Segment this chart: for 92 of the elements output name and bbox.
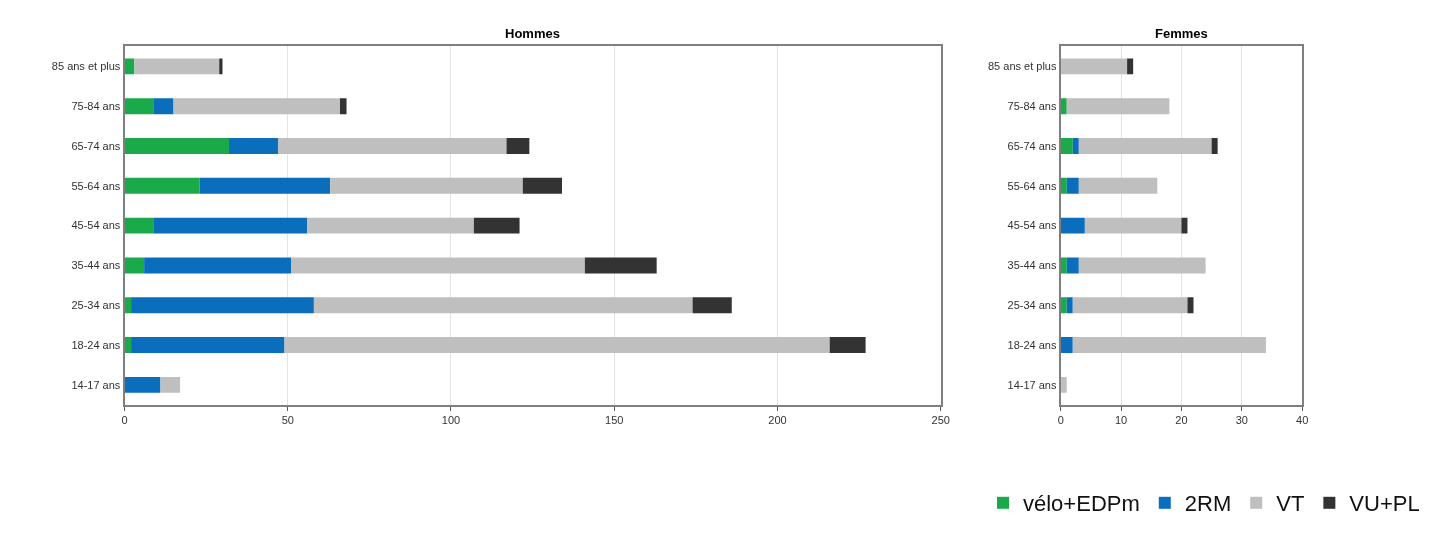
y-tick-label: 85 ans et plus (51, 60, 121, 73)
y-tick-label: 14-17 ans (1007, 378, 1057, 391)
bar (160, 376, 181, 393)
y-tick-label: 55-64 ans (1007, 179, 1057, 192)
bar (1066, 257, 1079, 274)
x-tick-label: 20 (1175, 413, 1188, 426)
chart-title: Hommes (505, 26, 560, 41)
bar (199, 177, 331, 194)
y-tick-label: 18-24 ans (1007, 338, 1057, 351)
bar (1060, 217, 1085, 234)
bar (1060, 376, 1067, 393)
y-tick-label: 65-74 ans (71, 139, 121, 152)
bar (124, 257, 145, 274)
x-tick-label: 0 (121, 413, 128, 426)
bar (124, 337, 132, 353)
x-tick-label: 40 (1296, 413, 1309, 426)
y-tick-label: 85 ans et plus (988, 60, 1057, 73)
x-tick-label: 200 (768, 413, 787, 426)
bar (1060, 138, 1073, 154)
bar (307, 217, 474, 234)
bar (313, 297, 693, 314)
bar (829, 337, 866, 353)
bar (1078, 257, 1206, 274)
bar (1078, 138, 1212, 154)
bar (124, 138, 230, 154)
bar (340, 98, 347, 115)
bar (124, 58, 135, 75)
bar (131, 337, 285, 353)
bar (124, 177, 200, 194)
legend-label: VU+PL (1349, 491, 1420, 517)
bar (131, 297, 314, 314)
y-tick-label: 75-84 ans (1007, 100, 1057, 113)
bar (1072, 337, 1266, 353)
x-tick-label: 150 (605, 413, 624, 426)
y-tick-label: 18-24 ans (71, 338, 121, 351)
bar (124, 217, 154, 234)
bar (584, 257, 657, 274)
bar (229, 138, 278, 154)
bar (1060, 177, 1067, 194)
y-tick-label: 25-34 ans (71, 299, 121, 312)
bar (1066, 297, 1073, 314)
x-tick-label: 50 (281, 413, 294, 426)
bar (1060, 337, 1073, 353)
bar (173, 98, 341, 115)
bar (1060, 58, 1128, 75)
x-tick-label: 100 (441, 413, 461, 426)
y-tick-label: 14-17 ans (71, 378, 121, 391)
bar (330, 177, 523, 194)
bar (134, 58, 220, 75)
y-tick-label: 75-84 ans (71, 100, 121, 113)
bar (1066, 98, 1170, 115)
bar (284, 337, 830, 353)
y-tick-label: 35-44 ans (1007, 259, 1057, 272)
x-tick-label: 250 (931, 413, 950, 426)
chart-title: Femmes (1155, 26, 1208, 41)
bar (1127, 58, 1134, 75)
y-tick-label: 55-64 ans (71, 179, 121, 192)
bar (1066, 177, 1079, 194)
y-tick-label: 35-44 ans (71, 259, 121, 272)
bar (124, 297, 132, 314)
bar (277, 138, 507, 154)
y-tick-label: 25-34 ans (1007, 299, 1057, 312)
legend-label: vélo+EDPm (1023, 491, 1140, 517)
bar (153, 98, 174, 115)
bar (473, 217, 520, 234)
x-tick-label: 0 (1057, 413, 1064, 426)
bar (291, 257, 585, 274)
bar (1072, 138, 1079, 154)
legend-label: VT (1276, 491, 1305, 517)
bar (124, 376, 161, 393)
legend-label: 2RM (1184, 491, 1232, 517)
bar (692, 297, 732, 314)
bar (124, 98, 154, 115)
bar (1211, 138, 1218, 154)
bar (522, 177, 562, 194)
y-tick-label: 65-74 ans (1007, 139, 1057, 152)
bar (1072, 297, 1188, 314)
bar (1181, 217, 1188, 234)
x-tick-label: 10 (1114, 413, 1128, 426)
bar (1060, 98, 1067, 115)
bar (1060, 257, 1067, 274)
y-tick-label: 45-54 ans (71, 219, 121, 232)
bar (144, 257, 292, 274)
bar (1060, 297, 1067, 314)
y-tick-label: 45-54 ans (1007, 219, 1057, 232)
bar (1187, 297, 1194, 314)
x-tick-label: 30 (1235, 413, 1248, 426)
bar (1078, 177, 1158, 194)
bar (153, 217, 308, 234)
bar (219, 58, 223, 75)
bar (1084, 217, 1182, 234)
bar (506, 138, 530, 154)
